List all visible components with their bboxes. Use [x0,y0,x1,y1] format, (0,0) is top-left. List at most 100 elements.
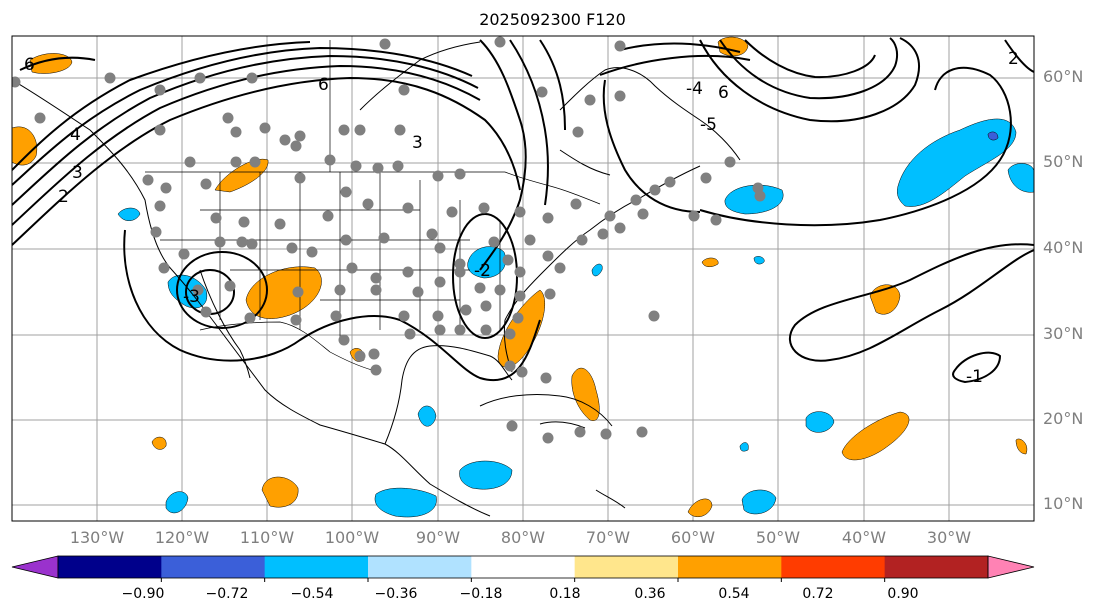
neg-anomaly-sm1 [165,491,189,514]
station-dot [222,112,234,124]
contour-label: 6 [24,55,35,75]
station-dot [402,202,414,214]
station-dot [236,236,248,248]
contour-label: 6 [718,83,729,103]
neg-anomaly-sm5 [753,256,765,265]
station-dot [402,266,414,278]
station-dot [274,218,286,230]
pos-anomaly-southwest [245,266,322,319]
station-dot [338,334,350,346]
contour-label: -3 [183,287,200,307]
station-dot [480,300,492,312]
station-dot [460,304,472,316]
pos-anomaly-greenland [717,36,749,57]
neg-anomaly-sm2 [741,489,777,515]
contour-label: -5 [700,115,717,135]
station-dot [604,210,616,222]
station-dot [290,140,302,152]
station-dot [246,72,258,84]
political-borders [145,40,601,371]
station-dot [246,238,258,250]
station-dot [394,124,406,136]
station-dot [398,84,410,96]
station-dot [392,160,404,172]
station-dot [290,314,302,326]
station-dot [454,258,466,270]
station-dot [614,40,626,52]
pos-anomaly-bahamas [571,367,600,421]
station-dot [330,310,342,322]
station-dot [184,156,196,168]
station-dot [178,248,190,260]
station-dot [576,234,588,246]
station-dot [12,76,21,88]
station-dot [372,162,384,174]
graticule [12,36,1034,521]
station-dot [412,286,424,298]
colorbar-tick-label: −0.72 [205,586,249,602]
station-dot [494,284,506,296]
station-dot [370,272,382,284]
station-dot [338,124,350,136]
station-dot [434,276,446,288]
station-dot [688,210,700,222]
station-dots [12,36,766,444]
station-dot [636,426,648,438]
station-dot [516,366,528,378]
contour-label: 2 [58,187,69,207]
station-dot [600,428,612,440]
colorbar-segment [264,556,369,578]
lat-label-60n: 60°N [1043,67,1084,86]
station-dot [379,38,391,50]
colorbar [11,555,1035,582]
station-dot [488,236,500,248]
pos-anomaly-mexico-pac [261,476,299,508]
station-dot [454,168,466,180]
station-dot [514,290,526,302]
station-dot [354,124,366,136]
coastlines [12,41,741,517]
station-dot [570,198,582,210]
neg-anomaly-newfoundland [724,184,784,215]
station-dot [630,194,642,206]
colorbar-tick-label: 0.18 [549,586,581,602]
station-dot [637,208,649,220]
contour-label: -1 [966,367,983,387]
colorbar-extend-high [987,555,1035,579]
station-dot [478,202,490,214]
station-dot [259,122,271,134]
station-dot [554,262,566,274]
neg-anomaly-carib [805,411,835,433]
station-dot [160,182,172,194]
neg-anomaly-sm4 [739,442,749,452]
colorbar-tick-label: 0.72 [802,586,834,602]
lon-label-70w: 70°W [585,528,631,547]
station-dot [34,112,46,124]
station-dot [230,126,242,138]
station-dot [354,350,366,362]
station-dot [154,84,166,96]
station-dot [426,228,438,240]
station-dot [279,134,291,146]
station-dot [754,190,766,202]
lat-label-30n: 30°N [1043,324,1084,343]
station-dot [434,242,446,254]
station-dot [710,214,722,226]
lon-label-30w: 30°W [926,528,972,547]
station-dot [340,234,352,246]
station-dot [362,198,374,210]
station-dot [434,324,446,336]
neg-anomaly-azores [1007,163,1034,193]
contour-lines [12,37,1034,384]
pos-anomaly-small5 [1015,438,1028,455]
colorbar-extend-low [11,555,59,579]
colorbar-segment [58,556,162,578]
station-dot [504,328,516,340]
lon-label-110w: 110°W [239,528,295,547]
station-dot [244,312,256,324]
station-dot [504,360,516,372]
station-dot [249,156,261,168]
station-dot [614,90,626,102]
pos-anomaly-pacific [12,126,38,166]
